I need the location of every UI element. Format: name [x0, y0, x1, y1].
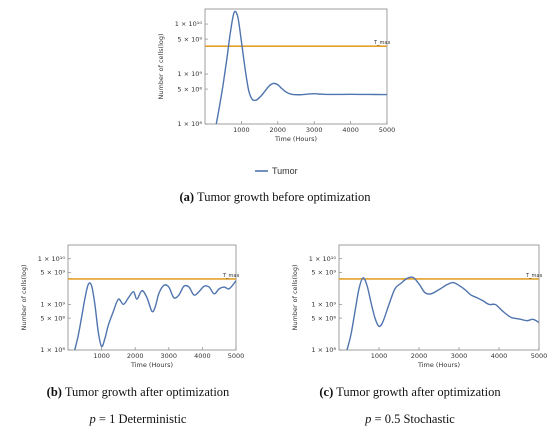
- plot-frame: [338, 244, 540, 351]
- series-line-tumor: [346, 276, 539, 350]
- caption-c-tag: (c): [319, 385, 333, 399]
- chart-panel-c: 1000 2000 3000 4000 5000 1 × 10⁸ 5 × 10⁸ 1 × 10…: [291, 244, 548, 369]
- caption-b-tag: (b): [47, 385, 62, 399]
- threshold-label: T_max: [525, 273, 542, 279]
- caption-a-text: Tumor growth before optimization: [197, 190, 371, 204]
- param-c-rest: = 0.5 Stochastic: [375, 412, 456, 426]
- y-tick-label: 5 × 10⁸: [40, 314, 65, 322]
- x-tick-label: 4000: [342, 126, 359, 134]
- param-c: p = 0.5 Stochastic: [364, 412, 455, 426]
- y-tick-label: 1 × 10⁹: [177, 70, 202, 78]
- plot-frame: [67, 244, 237, 351]
- x-tick-label: 4000: [491, 352, 508, 360]
- y-tick-label: 1 × 10⁸: [177, 120, 202, 128]
- y-tick-label: 5 × 10⁸: [177, 85, 202, 93]
- y-tick-label: 5 × 10⁸: [311, 314, 336, 322]
- x-tick-label: 2000: [270, 126, 287, 134]
- series-line-tumor: [74, 280, 236, 350]
- caption-b: (b) Tumor growth after optimization: [47, 385, 230, 399]
- caption-c-text: Tumor growth after optimization: [336, 385, 501, 399]
- y-tick-label: 1 × 10¹⁰: [309, 255, 337, 263]
- y-tick-label: 1 × 10⁹: [311, 301, 336, 309]
- x-tick-label: 1000: [233, 126, 250, 134]
- legend-label-tumor: Tumor: [272, 166, 298, 176]
- caption-a-tag: (a): [180, 190, 195, 204]
- y-tick-label: 1 × 10⁹: [40, 301, 65, 309]
- plot-frame: [204, 8, 388, 125]
- chart-panel-a: 1000 2000 3000 4000 5000 1 × 10⁸ 5 × 10⁸ 1 × 10…: [157, 8, 396, 143]
- series-line-tumor: [215, 10, 387, 124]
- x-tick-label: 1000: [93, 352, 110, 360]
- x-tick-label: 5000: [531, 352, 548, 360]
- x-tick-label: 3000: [161, 352, 178, 360]
- x-tick-label: 3000: [306, 126, 323, 134]
- y-tick-label: 5 × 10⁹: [40, 269, 65, 277]
- legend: Tumor: [255, 166, 298, 176]
- x-tick-label: 2000: [127, 352, 144, 360]
- y-tick-label: 1 × 10⁸: [40, 346, 65, 354]
- y-axis-label: Number of cells(log): [157, 33, 165, 99]
- caption-a: (a) Tumor growth before optimization: [180, 190, 372, 204]
- y-tick-label: 1 × 10⁸: [311, 346, 336, 354]
- x-axis-label: Time (Hours): [130, 361, 173, 369]
- y-tick-label: 5 × 10⁹: [311, 269, 336, 277]
- param-c-var: p: [364, 412, 371, 426]
- x-tick-label: 1000: [371, 352, 388, 360]
- threshold-label: T_max: [222, 273, 239, 279]
- param-b-rest: = 1 Deterministic: [99, 412, 187, 426]
- param-b: p = 1 Deterministic: [89, 412, 187, 426]
- caption-c: (c) Tumor growth after optimization: [319, 385, 501, 399]
- x-tick-label: 5000: [228, 352, 245, 360]
- x-tick-label: 5000: [379, 126, 396, 134]
- x-tick-label: 2000: [411, 352, 428, 360]
- x-tick-label: 4000: [194, 352, 211, 360]
- threshold-label: T_max: [373, 40, 390, 46]
- x-axis-label: Time (Hours): [274, 135, 317, 143]
- y-axis-label: Number of cells(log): [291, 264, 299, 330]
- x-tick-label: 3000: [451, 352, 468, 360]
- y-axis-label: Number of cells(log): [20, 264, 28, 330]
- chart-panel-b: 1000 2000 3000 4000 5000 1 × 10⁸ 5 × 10⁸ 1 × 10…: [20, 244, 245, 369]
- y-tick-label: 1 × 10¹⁰: [38, 255, 66, 263]
- param-b-var: p: [89, 412, 96, 426]
- caption-b-text: Tumor growth after optimization: [65, 385, 230, 399]
- y-tick-label: 1 × 10¹⁰: [175, 20, 203, 28]
- x-axis-label: Time (Hours): [417, 361, 460, 369]
- y-tick-label: 5 × 10⁹: [177, 35, 202, 43]
